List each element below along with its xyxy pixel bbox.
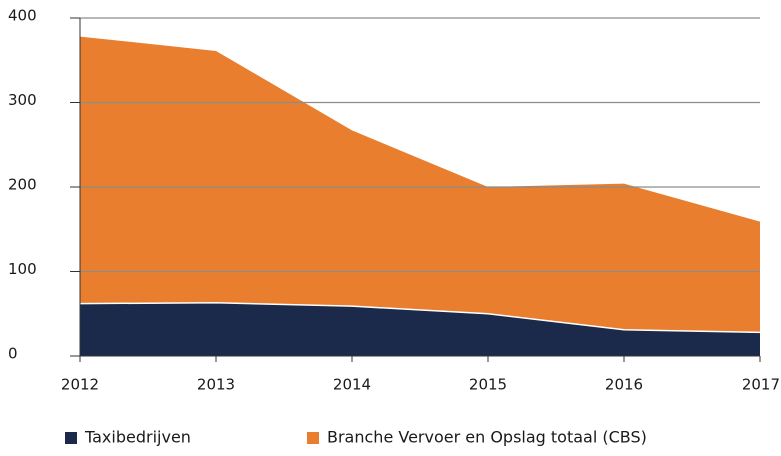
y-tick-label: 200 (8, 176, 37, 194)
legend-label: Taxibedrijven (84, 428, 191, 447)
y-tick-label: 400 (8, 7, 37, 25)
y-tick-label: 300 (8, 91, 37, 109)
x-tick-label: 2017 (742, 376, 780, 394)
area-edge (79, 302, 761, 334)
plot-area: 0 100 200 300 400 2012 2013 2014 2015 2016 2017 (8, 7, 780, 394)
x-tick-label: 2015 (469, 376, 507, 394)
legend-swatch (65, 432, 77, 444)
x-tick-label: 2013 (197, 376, 235, 394)
x-tick-label: 2012 (61, 376, 99, 394)
legend-swatch (307, 432, 319, 444)
x-tick-label: 2016 (605, 376, 643, 394)
area (80, 36, 760, 357)
legend-label: Branche Vervoer en Opslag totaal (CBS) (327, 428, 647, 447)
y-tick-label: 100 (8, 260, 37, 278)
legend: Taxibedrijven Branche Vervoer en Opslag t… (65, 428, 647, 447)
x-tick-label: 2014 (333, 376, 371, 394)
y-tick-label: 0 (8, 345, 18, 363)
area (80, 302, 760, 356)
